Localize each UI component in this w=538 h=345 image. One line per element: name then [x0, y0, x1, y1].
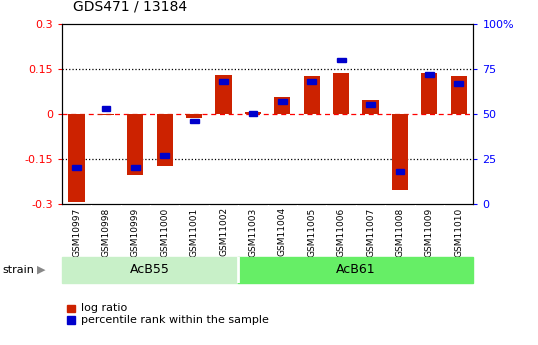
- Bar: [249, 111, 257, 116]
- Bar: [337, 58, 345, 62]
- Text: GSM10998: GSM10998: [102, 207, 110, 257]
- Bar: [128, 114, 144, 175]
- Bar: [333, 73, 349, 114]
- Bar: [219, 79, 228, 84]
- Bar: [157, 114, 173, 166]
- Text: GSM11001: GSM11001: [190, 207, 199, 257]
- Text: AcB61: AcB61: [336, 264, 376, 276]
- Text: log ratio: log ratio: [81, 304, 127, 313]
- Bar: [216, 75, 232, 114]
- Text: GSM11006: GSM11006: [337, 207, 345, 257]
- Bar: [160, 153, 169, 158]
- Bar: [131, 165, 140, 170]
- Bar: [363, 100, 379, 114]
- Text: strain: strain: [3, 265, 34, 275]
- Bar: [451, 77, 467, 114]
- Bar: [274, 97, 291, 114]
- Text: AcB55: AcB55: [130, 264, 170, 276]
- Text: GSM11009: GSM11009: [425, 207, 434, 257]
- Text: percentile rank within the sample: percentile rank within the sample: [81, 315, 268, 325]
- Bar: [425, 72, 434, 77]
- Bar: [68, 114, 84, 202]
- Bar: [186, 114, 202, 118]
- Bar: [392, 114, 408, 190]
- Bar: [245, 112, 261, 114]
- Text: GSM11010: GSM11010: [454, 207, 463, 257]
- Bar: [421, 73, 437, 114]
- Bar: [238, 257, 473, 283]
- Bar: [98, 114, 114, 115]
- Text: GSM11005: GSM11005: [307, 207, 316, 257]
- Text: GSM11000: GSM11000: [160, 207, 169, 257]
- Text: GSM11007: GSM11007: [366, 207, 375, 257]
- Bar: [62, 257, 238, 283]
- Text: GDS471 / 13184: GDS471 / 13184: [73, 0, 187, 14]
- Text: GSM11002: GSM11002: [219, 207, 228, 256]
- Text: GSM10999: GSM10999: [131, 207, 140, 257]
- Bar: [307, 79, 316, 84]
- Bar: [366, 102, 375, 107]
- Bar: [303, 77, 320, 114]
- Text: GSM11008: GSM11008: [395, 207, 405, 257]
- Bar: [190, 119, 199, 124]
- Text: GSM11004: GSM11004: [278, 207, 287, 256]
- Bar: [395, 169, 405, 174]
- Text: GSM10997: GSM10997: [72, 207, 81, 257]
- Bar: [454, 81, 463, 86]
- Bar: [102, 106, 110, 111]
- Bar: [72, 165, 81, 170]
- Text: GSM11003: GSM11003: [249, 207, 258, 257]
- Text: ▶: ▶: [37, 265, 45, 275]
- Bar: [278, 99, 287, 104]
